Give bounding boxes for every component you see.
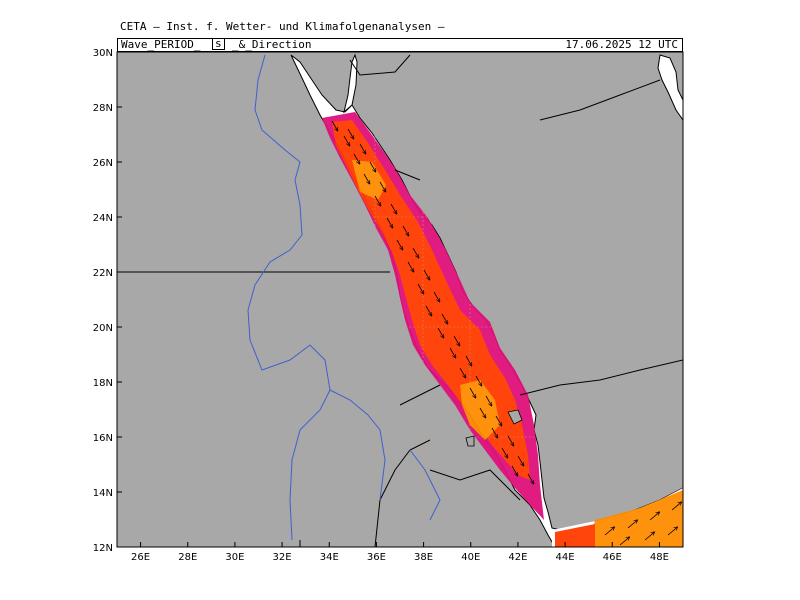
x-tick-label: 26E bbox=[131, 552, 150, 563]
direction-arrow bbox=[437, 327, 444, 338]
y-tick-label: 16N bbox=[93, 433, 113, 444]
direction-arrow bbox=[511, 465, 518, 476]
institute-header: CETA — Inst. f. Wetter- und Klimafolgena… bbox=[120, 20, 445, 33]
direction-arrow bbox=[359, 143, 366, 154]
direction-arrow bbox=[449, 347, 456, 358]
title-param: Wave_PERIOD_ bbox=[121, 38, 201, 51]
title-unit: s bbox=[212, 38, 225, 50]
country-borders bbox=[117, 54, 683, 547]
persian-gulf-edge bbox=[657, 54, 683, 121]
direction-arrow bbox=[507, 435, 514, 446]
x-axis-ticks: 26E 28E 30E 32E 34E 36E 38E 40E 42E 44E 46E 48E bbox=[131, 542, 669, 563]
direction-arrow bbox=[363, 173, 370, 184]
x-tick-label: 28E bbox=[178, 552, 197, 563]
x-tick-label: 38E bbox=[414, 552, 433, 563]
y-tick-label: 14N bbox=[93, 488, 113, 499]
y-axis-ticks: 30N 28N 26N 24N 22N 20N 18N 16N 14N 12N bbox=[93, 48, 122, 554]
direction-arrow bbox=[644, 532, 654, 541]
land-background bbox=[117, 52, 683, 547]
title-bar: Wave_PERIOD_ s _&_Direction 17.06.2025 1… bbox=[117, 38, 683, 52]
valid-time: 17.06.2025 12 UTC bbox=[565, 38, 678, 51]
x-tick-label: 48E bbox=[650, 552, 669, 563]
island bbox=[465, 435, 475, 447]
title-direction: _&_Direction bbox=[232, 38, 312, 51]
direction-arrow bbox=[485, 395, 492, 406]
direction-arrow bbox=[527, 473, 534, 484]
y-tick-label: 18N bbox=[93, 378, 113, 389]
direction-arrow bbox=[469, 387, 476, 398]
direction-arrow bbox=[671, 502, 681, 511]
direction-arrow bbox=[517, 455, 524, 466]
direction-arrow bbox=[369, 161, 376, 172]
direction-arrow bbox=[453, 335, 460, 346]
direction-arrow bbox=[343, 135, 350, 146]
direction-arrow bbox=[407, 261, 414, 272]
island bbox=[507, 409, 523, 425]
direction-arrow bbox=[667, 527, 677, 536]
direction-arrow bbox=[604, 527, 614, 536]
x-tick-label: 32E bbox=[273, 552, 292, 563]
grid-lines bbox=[117, 52, 683, 547]
direction-arrow bbox=[465, 355, 472, 366]
direction-arrow bbox=[353, 153, 360, 164]
direction-arrow bbox=[331, 120, 338, 131]
x-tick-label: 30E bbox=[225, 552, 244, 563]
x-tick-label: 44E bbox=[556, 552, 575, 563]
direction-arrow bbox=[379, 181, 386, 192]
y-tick-label: 20N bbox=[93, 323, 113, 334]
direction-arrow bbox=[402, 225, 409, 236]
x-tick-label: 36E bbox=[367, 552, 386, 563]
direction-arrow bbox=[479, 407, 486, 418]
direction-arrow bbox=[649, 512, 659, 521]
wave-period-shading bbox=[322, 112, 683, 547]
direction-arrow bbox=[423, 269, 430, 280]
y-tick-label: 22N bbox=[93, 268, 113, 279]
direction-arrow bbox=[374, 195, 381, 206]
direction-arrow bbox=[386, 217, 393, 228]
y-tick-label: 12N bbox=[93, 543, 113, 554]
direction-arrow bbox=[491, 427, 498, 438]
y-tick-label: 24N bbox=[93, 213, 113, 224]
x-tick-label: 46E bbox=[603, 552, 622, 563]
direction-arrow bbox=[433, 291, 440, 302]
direction-arrow bbox=[417, 283, 424, 294]
map-frame bbox=[116, 51, 684, 548]
x-tick-label: 42E bbox=[508, 552, 527, 563]
direction-arrow bbox=[495, 415, 502, 426]
y-tick-label: 26N bbox=[93, 158, 113, 169]
gulf-of-aqaba bbox=[343, 53, 358, 114]
direction-arrow bbox=[475, 375, 482, 386]
y-tick-label: 28N bbox=[93, 103, 113, 114]
direction-arrow bbox=[501, 447, 508, 458]
rivers bbox=[247, 54, 441, 541]
x-tick-label: 40E bbox=[461, 552, 480, 563]
wave-direction-arrows bbox=[331, 120, 681, 546]
direction-arrow bbox=[459, 367, 466, 378]
y-tick-label: 30N bbox=[93, 48, 113, 59]
direction-arrow bbox=[396, 239, 403, 250]
direction-arrow bbox=[441, 313, 448, 324]
direction-arrow bbox=[390, 203, 397, 214]
x-tick-label: 34E bbox=[320, 552, 339, 563]
direction-arrow bbox=[425, 305, 432, 316]
direction-arrow bbox=[412, 247, 419, 258]
direction-arrow bbox=[627, 520, 637, 529]
direction-arrow bbox=[347, 128, 354, 139]
direction-arrow bbox=[619, 537, 629, 546]
